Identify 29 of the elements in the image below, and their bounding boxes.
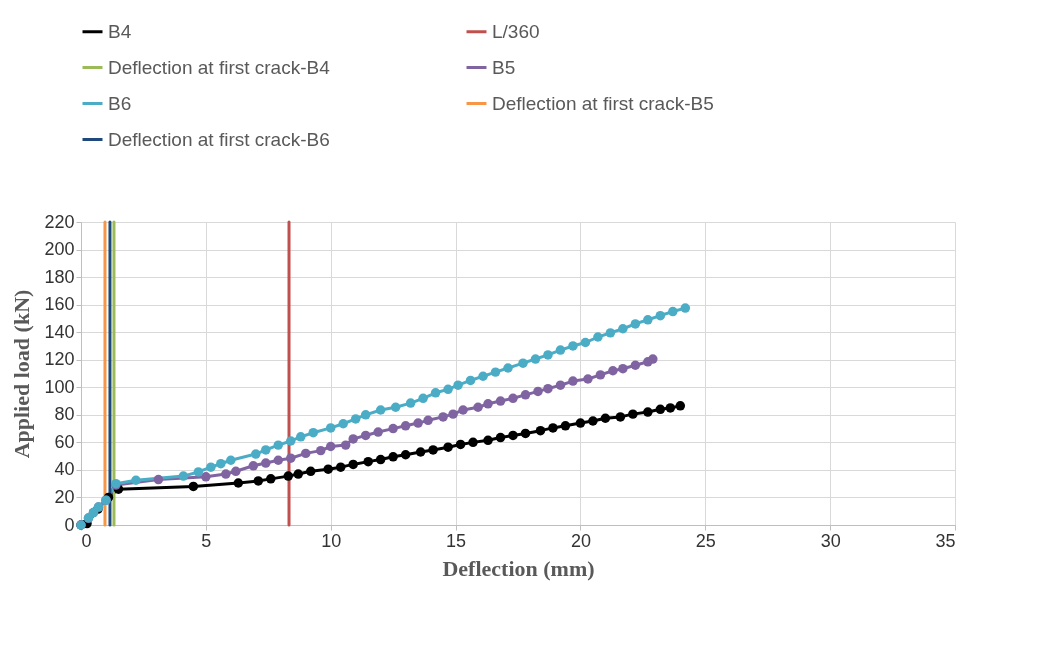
x-tick-label: 15 [446, 530, 467, 551]
y-tick-label: 80 [54, 404, 75, 425]
x-axis-title: Deflection (mm) [442, 555, 595, 581]
y-tick-label: 220 [44, 211, 75, 232]
y-tick-label: 200 [44, 239, 75, 260]
x-tick-label: 35 [935, 530, 956, 551]
y-tick-label: 120 [44, 349, 75, 370]
legend-label: L/360 [492, 20, 540, 42]
x-tick-label: 10 [321, 530, 342, 551]
y-tick-label: 0 [64, 514, 75, 535]
x-tick-label: 30 [820, 530, 841, 551]
y-tick-label: 40 [54, 459, 75, 480]
y-tick-label: 140 [44, 321, 75, 342]
legend-label: Deflection at first crack-B5 [492, 92, 714, 114]
y-tick-label: 100 [44, 376, 75, 397]
x-tick-label: 5 [201, 530, 212, 551]
y-axis-title: Applied load (kN) [9, 289, 35, 459]
legend-label: B5 [492, 56, 516, 78]
y-tick-label: 60 [54, 431, 75, 452]
x-tick-label: 0 [81, 530, 92, 551]
y-tick-label: 20 [54, 486, 75, 507]
legend-label: B4 [108, 20, 132, 42]
y-tick-label: 180 [44, 266, 75, 287]
y-tick-label: 160 [44, 294, 75, 315]
legend-label: Deflection at first crack-B6 [108, 128, 330, 150]
x-tick-label: 20 [570, 530, 591, 551]
legend-label: B6 [108, 92, 132, 114]
x-tick-label: 25 [695, 530, 716, 551]
legend-label: Deflection at first crack-B4 [108, 56, 331, 78]
